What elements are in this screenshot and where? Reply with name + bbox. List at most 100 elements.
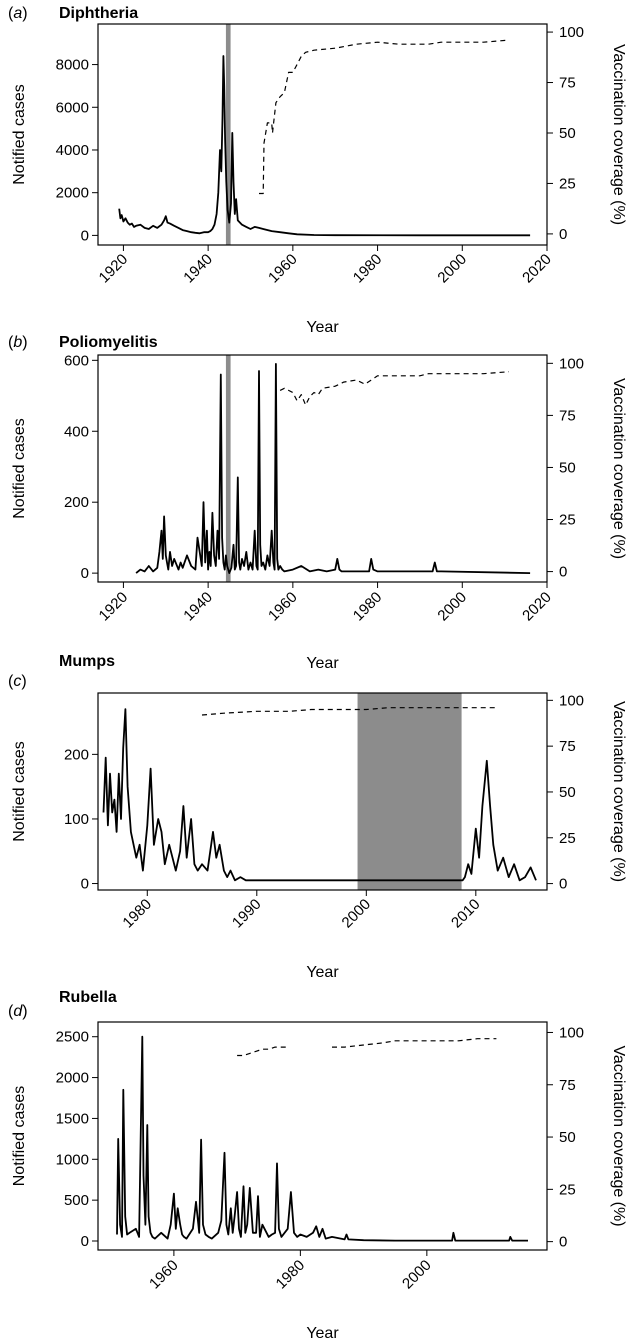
y-tick-label: 2000 <box>56 185 89 202</box>
y2-tick-label: 25 <box>559 175 576 192</box>
vaccination-coverage-line <box>201 707 498 716</box>
x-tick-label: 1960 <box>146 1257 182 1293</box>
panel-letter: (c) <box>8 673 27 690</box>
y2-tick-label: 0 <box>559 564 567 581</box>
x-tick-label: 1980 <box>350 251 386 287</box>
x-tick-label: 2000 <box>399 1257 435 1293</box>
shaded-region <box>357 693 462 890</box>
y2-tick-label: 100 <box>559 1024 584 1041</box>
y2-axis-label: Vaccination coverage (%) <box>610 44 627 225</box>
panel-letter-close: ) <box>22 1003 27 1020</box>
panel-letter: (d) <box>8 1003 28 1020</box>
y-tick-label: 2000 <box>56 1070 89 1087</box>
y2-axis-label: Vaccination coverage (%) <box>610 701 627 882</box>
y2-tick-label: 50 <box>559 784 576 801</box>
y2-axis-label: Vaccination coverage (%) <box>610 1045 627 1226</box>
y-tick-label: 0 <box>81 1233 89 1250</box>
y2-axis-label: Vaccination coverage (%) <box>610 378 627 559</box>
y2-tick-label: 0 <box>559 226 567 243</box>
y2-tick-label: 25 <box>559 830 576 847</box>
panel-letter-char: a <box>13 5 22 22</box>
y-tick-label: 6000 <box>56 99 89 116</box>
y-axis-label: Notified cases <box>11 84 28 185</box>
plot-frame <box>97 23 548 246</box>
shaded-region <box>225 24 231 245</box>
y-tick-label: 0 <box>81 565 89 582</box>
y-tick-label: 400 <box>64 423 89 440</box>
panel-title: Mumps <box>59 653 115 670</box>
x-tick-label: 1940 <box>180 589 216 625</box>
panel-b: (b) Poliomyelitis 0 200 400 600 0 25 50 75 100 1920… <box>8 334 627 672</box>
y2-tick-label: 75 <box>559 75 576 92</box>
y2-tick-label: 75 <box>559 1077 576 1094</box>
y2-tick-label: 75 <box>559 738 576 755</box>
x-tick-label: 2020 <box>519 589 555 625</box>
notified-cases-line <box>118 55 531 237</box>
x-tick-label: 2000 <box>339 896 375 932</box>
y2-tick-label: 25 <box>559 1181 576 1198</box>
x-tick-label: 1920 <box>96 589 132 625</box>
panel-letter-close: ) <box>22 5 27 22</box>
notified-cases-line <box>116 1035 528 1242</box>
x-axis-label: Year <box>306 655 339 672</box>
y-axis-label: Notified cases <box>11 418 28 519</box>
panel-d: (d) Rubella 0 500 1000 1500 2000 2500 0 25 50 75 100… <box>8 989 627 1342</box>
vaccination-coverage-line <box>332 1038 497 1048</box>
y-axis-label: Notified cases <box>11 1086 28 1187</box>
y2-tick-label: 50 <box>559 459 576 476</box>
plot-frame <box>97 1021 548 1251</box>
y2-tick-label: 25 <box>559 512 576 529</box>
x-tick-label: 1990 <box>229 896 265 932</box>
panel-letter-open: ( <box>8 673 14 690</box>
y-tick-label: 200 <box>64 746 89 763</box>
shaded-region <box>225 355 231 582</box>
x-axis-label: Year <box>306 319 339 336</box>
y-tick-label: 500 <box>64 1192 89 1209</box>
y-axis-label: Notified cases <box>11 741 28 842</box>
y-tick-label: 0 <box>81 876 89 893</box>
panel-letter: (a) <box>8 5 28 22</box>
y2-tick-label: 0 <box>559 876 567 893</box>
panel-letter-open: ( <box>8 334 14 351</box>
x-tick-label: 1980 <box>119 896 155 932</box>
x-tick-label: 1960 <box>265 589 301 625</box>
x-axis-label: Year <box>306 1325 339 1342</box>
y-tick-label: 600 <box>64 352 89 369</box>
y-tick-label: 1500 <box>56 1110 89 1127</box>
y2-tick-label: 50 <box>559 1129 576 1146</box>
x-tick-label: 1960 <box>265 251 301 287</box>
x-tick-label: 1980 <box>273 1257 309 1293</box>
x-axis-label: Year <box>306 964 339 981</box>
y-tick-label: 4000 <box>56 142 89 159</box>
panel-letter-char: c <box>13 673 21 690</box>
notified-cases-line <box>102 708 537 882</box>
panel-a: (a) Diphtheria 0 2000 4000 6000 8000 0 25 50 75 100… <box>8 5 627 336</box>
plot-frame <box>97 354 548 583</box>
vaccination-coverage-line <box>259 39 509 195</box>
notified-cases-line <box>135 362 531 574</box>
x-tick-label: 2010 <box>448 896 484 932</box>
y2-tick-label: 100 <box>559 355 584 372</box>
panel-letter-open: ( <box>8 1003 14 1020</box>
x-tick-label: 2000 <box>434 251 470 287</box>
y2-tick-label: 100 <box>559 24 584 41</box>
x-tick-label: 1940 <box>180 251 216 287</box>
panel-letter-char: b <box>13 334 22 351</box>
panel-letter-char: d <box>13 1003 23 1020</box>
vaccination-coverage-line <box>279 371 509 406</box>
y2-tick-label: 0 <box>559 1234 567 1251</box>
y-tick-label: 100 <box>64 811 89 828</box>
x-tick-label: 1980 <box>350 589 386 625</box>
y2-tick-label: 50 <box>559 125 576 142</box>
panel-letter-close: ) <box>22 334 27 351</box>
x-tick-label: 1920 <box>96 251 132 287</box>
panel-letter: (b) <box>8 334 28 351</box>
y-tick-label: 0 <box>81 227 89 244</box>
panel-title: Diphtheria <box>59 5 138 22</box>
y-tick-label: 1000 <box>56 1151 89 1168</box>
x-tick-label: 2000 <box>434 589 470 625</box>
y-tick-label: 200 <box>64 494 89 511</box>
panel-title: Poliomyelitis <box>59 334 158 351</box>
